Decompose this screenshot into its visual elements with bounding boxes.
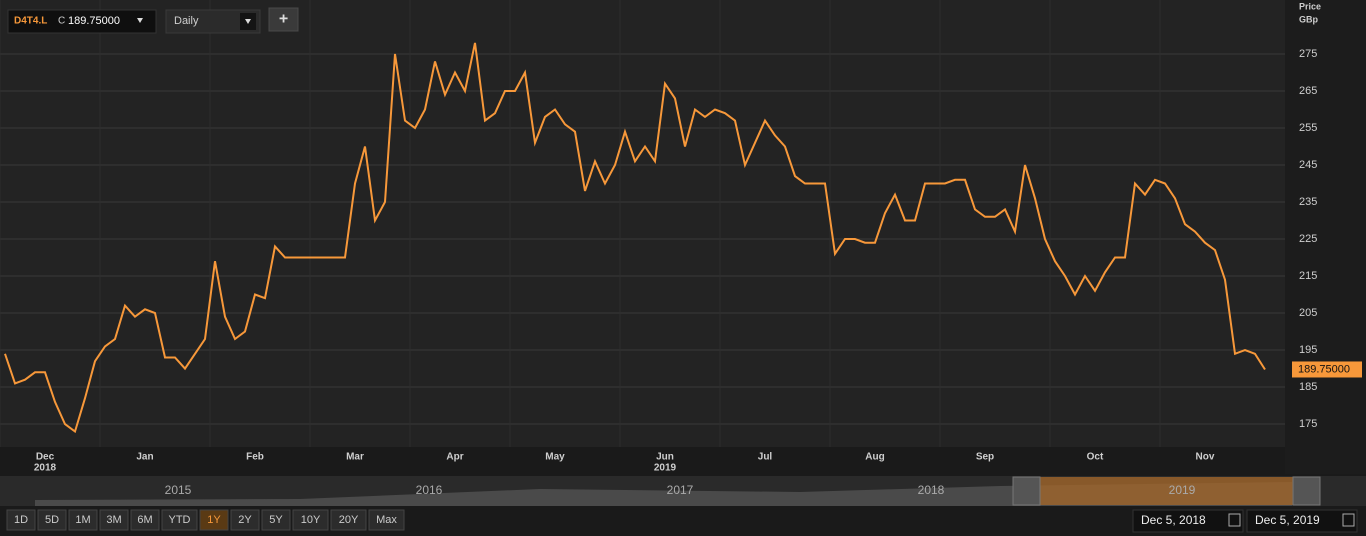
close-prefix: C [58, 16, 65, 27]
date-from: Dec 5, 2018 [1141, 513, 1206, 527]
x-tick-label: Aug [865, 452, 884, 463]
range-button-label: 10Y [301, 514, 321, 526]
x-tick-label: Mar [346, 452, 364, 463]
y-tick-label: 255 [1299, 122, 1317, 134]
y-tick-label: 195 [1299, 344, 1317, 356]
range-button-label: 20Y [339, 514, 359, 526]
navigator-overview [35, 482, 1292, 506]
range-button[interactable] [199, 509, 229, 531]
range-button-label: 3M [106, 514, 121, 526]
date-to: Dec 5, 2019 [1255, 513, 1320, 527]
range-button-label: 1Y [207, 514, 221, 526]
y-axis-panel [1285, 0, 1366, 474]
y-tick-label: 175 [1299, 418, 1317, 430]
navigator-handle[interactable] [1292, 476, 1321, 506]
navigator-year: 2017 [667, 483, 694, 497]
x-year-label: 2018 [34, 463, 57, 474]
range-button[interactable] [37, 509, 67, 531]
add-button[interactable] [268, 7, 299, 32]
grid: 175 185 195 205 215 225 235 245 255 265 275 [0, 0, 1317, 447]
symbol: D4T4.L [14, 16, 47, 27]
range-button-label: YTD [169, 514, 191, 526]
x-tick-label: Nov [1196, 452, 1215, 463]
range-button[interactable] [6, 509, 36, 531]
navigator-year: 2015 [165, 483, 192, 497]
y-tick-label: 205 [1299, 307, 1317, 319]
range-button-label: 2Y [238, 514, 252, 526]
last-price-tag [1292, 361, 1362, 378]
range-button[interactable] [292, 509, 329, 531]
y-tick-label: 215 [1299, 270, 1317, 282]
x-tick-label: Sep [976, 452, 994, 463]
x-tick-label: Oct [1087, 452, 1104, 463]
range-button[interactable] [330, 509, 367, 531]
last-price-label: 189.75000 [1298, 363, 1350, 375]
x-year-label: 2019 [654, 463, 677, 474]
range-button[interactable] [261, 509, 291, 531]
y-tick-label: 235 [1299, 196, 1317, 208]
navigator-selection[interactable] [1040, 477, 1293, 505]
calendar-icon[interactable] [1342, 513, 1355, 527]
range-button-label: 1D [14, 514, 28, 526]
date-from-box[interactable] [1132, 509, 1244, 533]
y-axis-unit: GBp [1299, 14, 1319, 24]
navigator-handle[interactable] [1012, 476, 1041, 506]
plot [4, 42, 1266, 434]
x-tick-label: Feb [246, 452, 264, 463]
interval: Daily [174, 15, 199, 27]
range-button[interactable] [68, 509, 98, 531]
range-button[interactable] [368, 509, 405, 531]
y-tick-label: 275 [1299, 48, 1317, 60]
navigator-labels: 2015 2016 2017 2018 2019 [165, 483, 1196, 497]
y-tick-label: 225 [1299, 233, 1317, 245]
dropdown-arrow [245, 19, 251, 24]
range-button[interactable] [230, 509, 260, 531]
y-axis-title: Price [1299, 1, 1321, 11]
plot-area [0, 0, 1285, 447]
interval-box[interactable] [165, 9, 261, 34]
range-button-label: 6M [137, 514, 152, 526]
navigator-year: 2019 [1169, 483, 1196, 497]
x-tick-label: Jul [758, 452, 773, 463]
range-button[interactable] [161, 509, 198, 531]
y-tick-label: 245 [1299, 159, 1317, 171]
range-button-label: 5Y [269, 514, 283, 526]
add-icon: + [279, 11, 288, 28]
range-button[interactable] [130, 509, 160, 531]
x-tick-label: Apr [446, 452, 463, 463]
y-tick-label: 265 [1299, 85, 1317, 97]
x-tick-label: Dec [36, 452, 55, 463]
range-button[interactable] [99, 509, 129, 531]
dropdown-arrow [137, 18, 143, 23]
symbol-box[interactable] [7, 9, 157, 34]
close-value: 189.75000 [68, 15, 120, 27]
range-buttons: 1D 5D 1M 3M 6M YTD 1Y 2Y 5Y 10Y 20Y Max [6, 509, 405, 531]
navigator-year: 2016 [416, 483, 443, 497]
x-tick-label: Jan [136, 452, 153, 463]
date-to-box[interactable] [1246, 509, 1358, 533]
range-button-label: 5D [45, 514, 59, 526]
x-tick-label: Jun [656, 452, 674, 463]
price-line [4, 42, 1266, 434]
y-tick-label: 185 [1299, 381, 1317, 393]
range-button-label: Max [376, 514, 397, 526]
x-tick-label: May [545, 452, 565, 463]
range-button-label: 1M [75, 514, 90, 526]
calendar-icon[interactable] [1228, 513, 1241, 527]
navigator-year: 2018 [918, 483, 945, 497]
